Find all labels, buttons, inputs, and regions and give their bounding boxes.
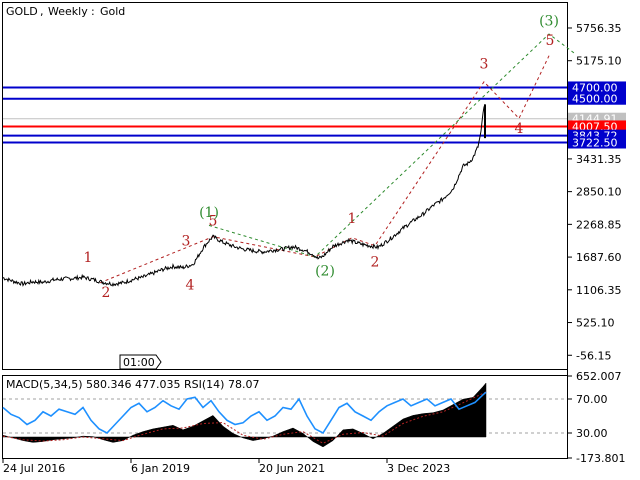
macd-histogram: [2, 382, 487, 448]
y-tick-label: -56.15: [576, 349, 611, 362]
price-line: [3, 104, 486, 287]
indicator-series: [2, 382, 567, 448]
macd-signal-line: [2, 391, 487, 444]
time-marker-text: 01:00: [123, 356, 155, 369]
wave-label-green: (1): [199, 205, 219, 221]
ind-tick-label: 30.00: [576, 427, 608, 440]
chart-description: Gold: [100, 5, 125, 18]
rsi-line: [2, 391, 487, 435]
wave-label-red: 5: [209, 213, 218, 229]
y-tick-label: 2850.10: [576, 186, 622, 199]
chart-timeframe-colon: :: [91, 5, 95, 18]
level-tag-label: 4500.00: [572, 93, 618, 106]
wave-label-red: 4: [515, 121, 524, 137]
green-wave-projection: [208, 33, 576, 258]
level-price-tags: 4700.004500.004144.914007.503843.723722.…: [568, 81, 626, 150]
chart-timeframe-separator: ,: [40, 5, 44, 18]
price-series: [3, 104, 486, 287]
indicator-y-axis: 652.007 70.00 30.00 -173.801: [567, 370, 625, 465]
y-tick-label: 1687.60: [576, 251, 622, 264]
time-axis: 24 Jul 2016 6 Jan 2019 20 Jun 2021 3 Dec 20…: [2, 459, 450, 475]
x-tick-label: 20 Jun 2021: [259, 462, 325, 475]
level-tag-box: [568, 92, 626, 105]
wave-label-red: 3: [182, 234, 191, 250]
main-y-axis: 5756.355175.104594.854012.603431.352850.…: [567, 22, 622, 362]
wave-label-red: 2: [371, 255, 380, 271]
ind-tick-label: 652.007: [576, 370, 622, 383]
time-marker[interactable]: 01:00: [119, 354, 162, 370]
wave-label-red: 1: [348, 211, 357, 227]
y-tick-label: 5756.35: [576, 22, 622, 35]
wave-label-green: (2): [315, 264, 335, 280]
ind-tick-label: 70.00: [576, 393, 608, 406]
indicator-label: MACD(5,34,5) 580.346 477.035 RSI(14) 78.…: [6, 378, 259, 391]
level-tag-box: [568, 81, 626, 94]
time-marker-box: [119, 354, 162, 370]
level-tag-box: [568, 120, 626, 133]
wave-label-red: 4: [186, 278, 195, 294]
y-tick-label: 2268.85: [576, 218, 622, 231]
x-tick-label: 6 Jan 2019: [131, 462, 190, 475]
red-wave-projection: [99, 53, 551, 284]
wave-projection-lines: [99, 33, 576, 284]
y-tick-label: 3431.35: [576, 153, 622, 166]
y-tick-label: 5175.10: [576, 55, 622, 68]
wave-label-red: 1: [84, 250, 93, 266]
level-tag-label: 4700.00: [572, 81, 618, 94]
x-tick-label: 24 Jul 2016: [3, 462, 65, 475]
wave-label-red: 3: [480, 56, 489, 72]
chart-timeframe: Weekly: [48, 5, 88, 18]
price-levels: [3, 86, 567, 144]
level-tag-label: 3722.50: [572, 137, 618, 150]
y-tick-label: 1106.35: [576, 284, 622, 297]
level-tag-box: [568, 136, 626, 149]
wave-label-red: 5: [546, 33, 555, 49]
x-tick-label: 3 Dec 2023: [387, 462, 450, 475]
wave-label-green: (3): [539, 14, 559, 30]
ind-tick-label: -173.801: [576, 452, 625, 465]
y-tick-label: 525.10: [576, 317, 615, 330]
chart-symbol: GOLD: [6, 5, 38, 18]
wave-label-red: 2: [102, 285, 111, 301]
